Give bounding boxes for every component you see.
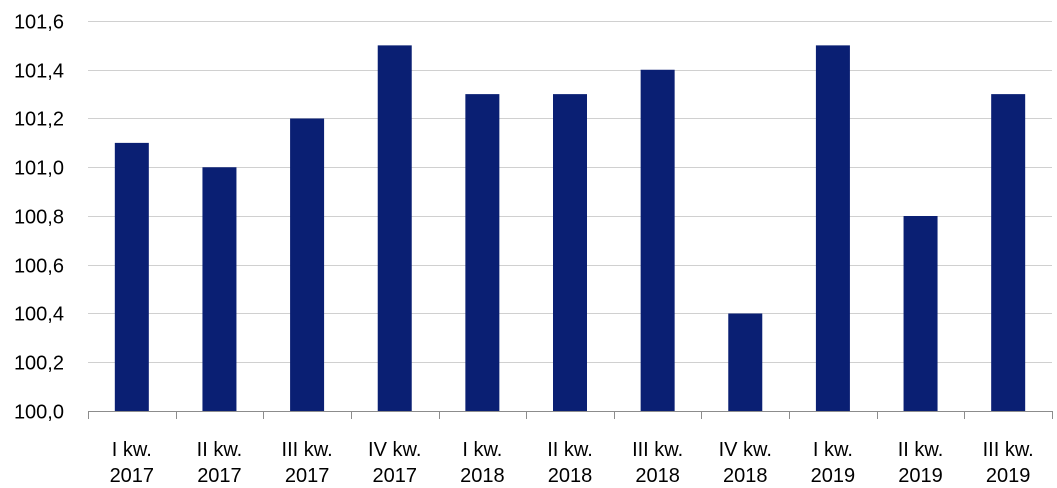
bars (114, 45, 1026, 412)
bar (991, 94, 1026, 412)
x-tick-label: IV kw. 2017 (368, 439, 421, 487)
x-tick-label: II kw. 2019 (898, 439, 944, 487)
bar (640, 69, 675, 411)
bar (202, 167, 237, 411)
bar (815, 45, 850, 412)
x-tick-label: III kw. 2019 (983, 439, 1034, 487)
bar (290, 118, 325, 411)
x-tick-label: I kw. 2018 (460, 439, 505, 487)
x-tick-label: III kw. 2018 (632, 439, 683, 487)
bar (903, 216, 938, 411)
bar (728, 313, 763, 411)
bar (465, 94, 500, 412)
x-tick-label: II kw. 2017 (197, 439, 243, 487)
y-tick-label: 100,4 (14, 304, 64, 326)
y-tick-label: 100,6 (14, 256, 64, 278)
bar (114, 142, 149, 411)
x-tick-label: I kw. 2017 (110, 439, 155, 487)
y-tick-label: 100,8 (14, 207, 64, 229)
y-tick-label: 101,4 (14, 61, 64, 83)
bar (377, 45, 412, 412)
y-tick-label: 101,6 (14, 12, 64, 34)
y-tick-label: 101,2 (14, 109, 64, 131)
y-tick-label: 101,0 (14, 158, 64, 180)
bar (553, 94, 587, 412)
x-tick-label: II kw. 2018 (547, 439, 593, 487)
y-tick-label: 100,0 (14, 402, 64, 424)
y-axis-labels: 100,0 100,2 100,4 100,6 100,8 101,0 101,2 101,4… (14, 12, 64, 424)
y-tick-label: 100,2 (14, 353, 64, 375)
x-tick-label: IV kw. 2018 (719, 439, 772, 487)
x-axis-labels: I kw. 2017 II kw. 2017 III kw. 2017 IV kw. 2017… (110, 439, 1034, 487)
x-tick-label: III kw. 2017 (282, 439, 333, 487)
x-tick-label: I kw. 2019 (811, 439, 856, 487)
x-axis (88, 411, 1053, 419)
